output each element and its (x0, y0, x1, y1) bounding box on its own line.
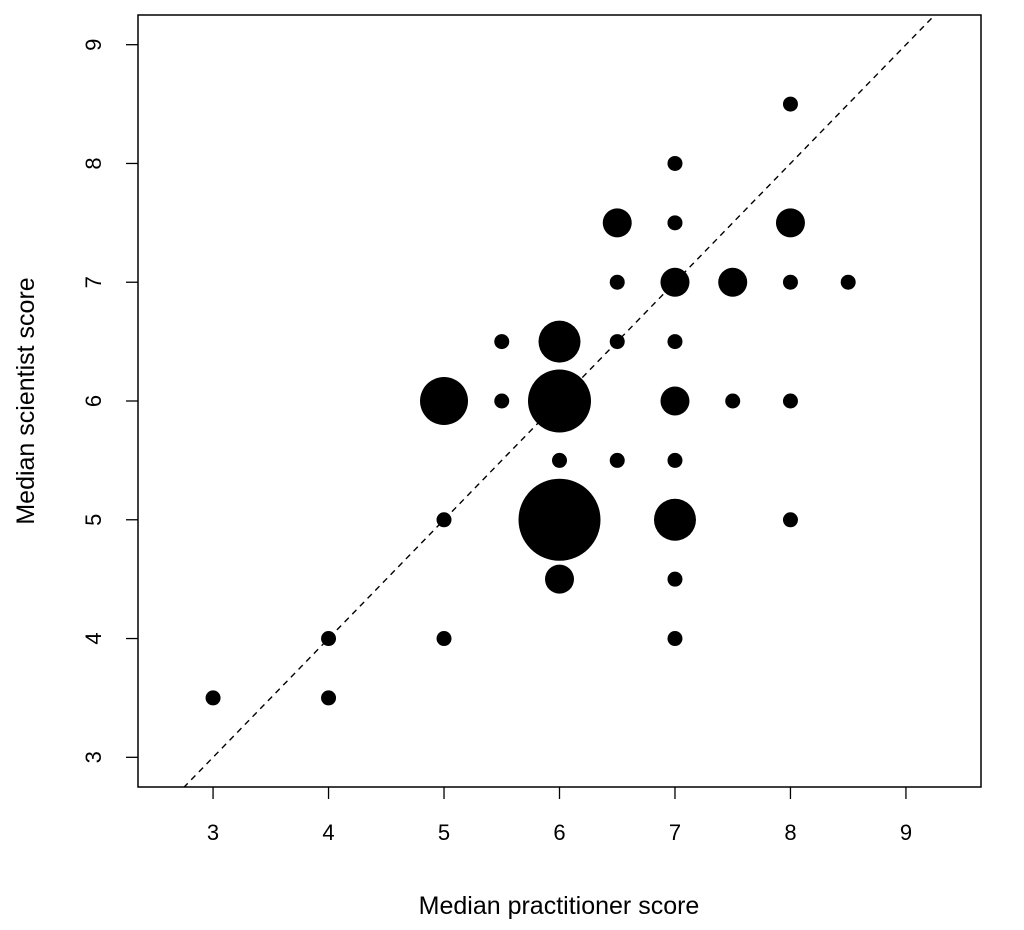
x-tick-label: 8 (784, 820, 796, 845)
y-axis: 3 4 5 6 7 8 9 (81, 39, 138, 763)
data-point (538, 320, 581, 363)
data-point (205, 690, 221, 706)
data-point (602, 208, 632, 238)
points-layer (205, 96, 856, 706)
data-point (436, 631, 452, 647)
x-tick-label: 7 (669, 820, 681, 845)
y-axis-title: Median scientist score (12, 277, 40, 524)
data-point (609, 334, 625, 350)
x-tick-label: 5 (438, 820, 450, 845)
data-point (436, 512, 452, 528)
x-tick-label: 4 (322, 820, 334, 845)
x-tick-label: 3 (207, 820, 219, 845)
data-point (840, 274, 856, 290)
data-point (718, 267, 748, 297)
data-point (545, 564, 574, 594)
identity-reference-line (183, 15, 936, 787)
x-axis-title: Median practitioner score (419, 892, 700, 920)
data-point (667, 334, 683, 350)
data-point (667, 631, 683, 647)
data-point (494, 334, 510, 350)
y-tick-label: 9 (81, 39, 106, 51)
y-tick-label: 4 (81, 632, 106, 644)
data-point (552, 452, 567, 468)
data-point (609, 274, 625, 290)
data-point (667, 571, 683, 587)
data-point (667, 155, 683, 171)
x-axis: 3 4 5 6 7 8 9 (207, 787, 912, 845)
y-tick-label: 7 (81, 276, 106, 288)
y-tick-label: 6 (81, 395, 106, 407)
data-point (609, 452, 625, 468)
data-point (660, 267, 690, 297)
data-point (782, 96, 798, 112)
data-point (660, 386, 690, 416)
data-point (782, 274, 798, 290)
data-point (667, 215, 683, 231)
data-point (775, 208, 805, 238)
data-point (782, 393, 798, 409)
data-point (321, 690, 337, 706)
y-tick-label: 8 (81, 157, 106, 169)
data-point (518, 478, 601, 561)
data-point (725, 393, 741, 409)
x-tick-label: 9 (900, 820, 912, 845)
data-point (494, 393, 510, 409)
data-point (528, 369, 591, 433)
y-tick-label: 3 (81, 751, 106, 763)
x-tick-label: 6 (553, 820, 565, 845)
data-point (782, 512, 798, 528)
y-tick-label: 5 (81, 514, 106, 526)
data-point (321, 631, 337, 647)
data-point (653, 498, 696, 541)
reference-line-layer (183, 15, 936, 787)
data-point (667, 452, 683, 468)
data-point (420, 377, 469, 425)
